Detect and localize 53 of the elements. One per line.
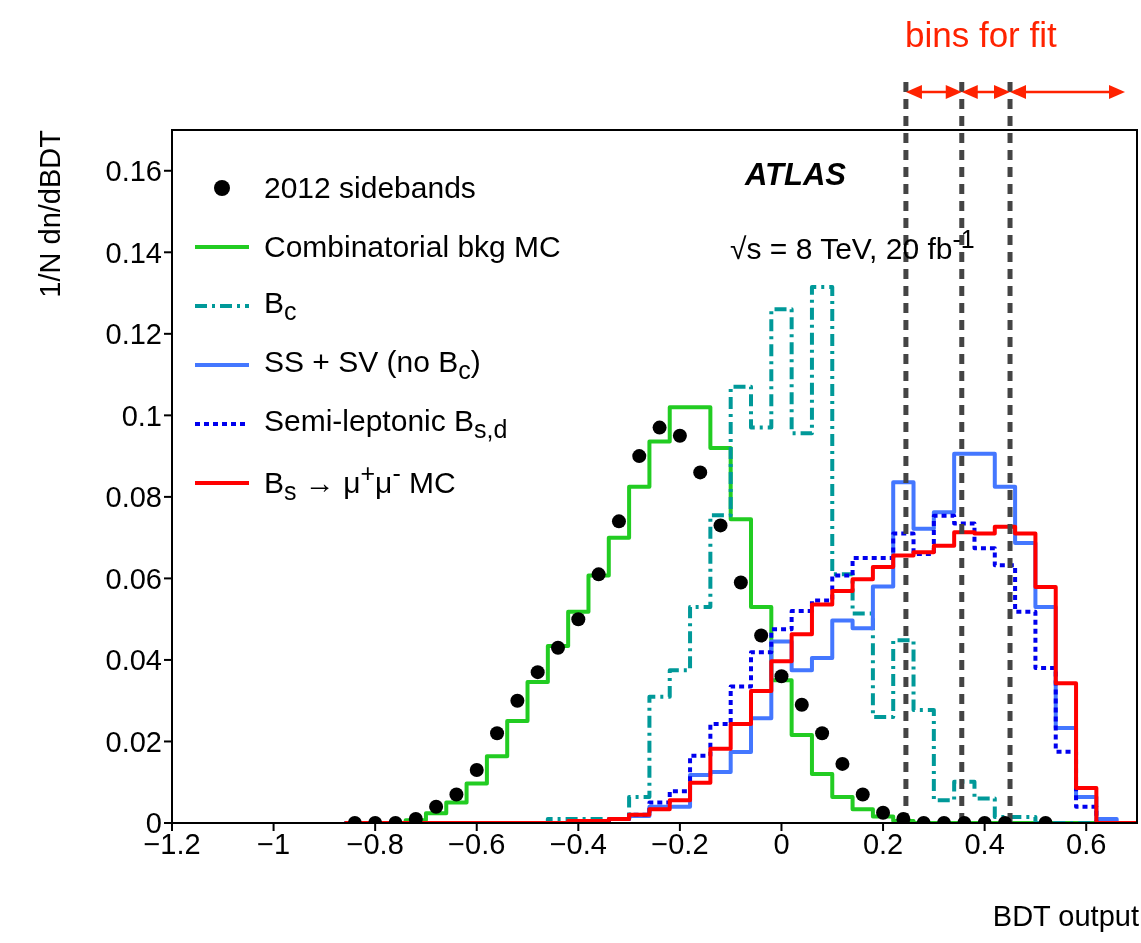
annotation: √s = 8 TeV, 20 fb$^{-1}$: [730, 225, 975, 265]
point: [815, 726, 830, 741]
legend-label: 2012 sidebands: [264, 170, 476, 205]
point: [429, 799, 444, 814]
y-tick-label: 0.1: [121, 399, 162, 432]
x-axis-title: BDT output: [992, 900, 1139, 932]
point: [611, 514, 626, 529]
point: [449, 787, 464, 802]
legend-label: SS + SV (no B$_{c}$): [264, 344, 481, 385]
y-tick-label: 0.12: [105, 318, 162, 351]
x-tick-label: −1: [257, 827, 291, 860]
point: [754, 628, 769, 643]
point: [408, 811, 423, 823]
y-axis-title: 1/N dn/dBDT: [34, 129, 66, 298]
legend-label: Semi-leptonic B$_{s,d}$: [264, 403, 508, 444]
text: bins for fit: [905, 15, 1057, 55]
legend-label: B$_{s}$ → μ$^{+}$μ$^{-}$ MC: [264, 459, 456, 506]
x-tick-label: 0.4: [964, 827, 1005, 860]
legend-label: B$_{c}$: [264, 285, 297, 326]
point: [469, 763, 484, 778]
point: [571, 612, 586, 627]
point: [693, 465, 708, 480]
point: [774, 669, 789, 684]
x-tick-label: 0.6: [1066, 827, 1107, 860]
y-tick-label: 0.16: [105, 155, 162, 188]
point: [713, 518, 728, 533]
point: [672, 428, 687, 443]
point: [530, 665, 545, 680]
point: [551, 640, 565, 655]
x-tick-label: −0.2: [651, 827, 709, 860]
x-tick-label: −0.4: [549, 827, 607, 860]
x-tick-label: 0: [773, 827, 790, 860]
point: [794, 697, 809, 712]
point: [632, 449, 647, 464]
point: [591, 567, 606, 582]
point: [896, 811, 911, 823]
point: [876, 805, 891, 820]
y-tick-label: 0.02: [105, 725, 162, 758]
point: [733, 575, 748, 590]
legend-label: Combinatorial bkg MC: [264, 229, 561, 264]
point: [855, 787, 870, 802]
point: [510, 693, 525, 708]
y-tick-label: 0.08: [105, 481, 162, 514]
x-tick-label: 0.2: [862, 827, 904, 860]
x-tick-label: −0.6: [448, 827, 506, 860]
point: [652, 420, 667, 435]
y-tick-label: 0.04: [105, 644, 162, 677]
y-tick-label: 0.06: [105, 562, 162, 595]
x-tick-label: −0.8: [346, 827, 404, 860]
point: [490, 726, 505, 741]
point: [835, 756, 850, 771]
y-tick-label: 0.14: [105, 236, 162, 269]
annotation: ATLAS: [745, 157, 847, 193]
